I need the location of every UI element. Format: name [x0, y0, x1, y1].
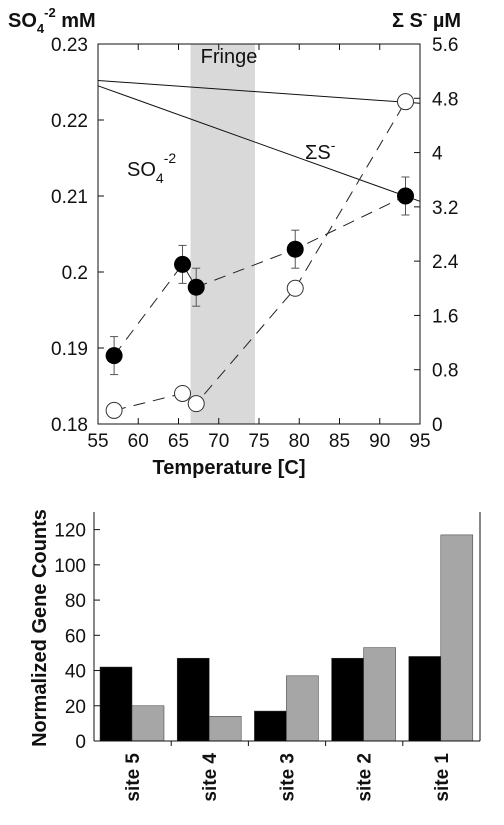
x-tick-label: 65 [168, 431, 189, 452]
bar-site-4-series-2 [208, 716, 242, 742]
so4-point [286, 240, 304, 258]
bar-y-tick-label: 60 [65, 626, 86, 647]
bar-site-3-series-2 [286, 675, 319, 742]
y-right-tick-label: 4.8 [432, 89, 458, 110]
bar-y-tick-label: 40 [65, 662, 86, 683]
category-label: site 4 [200, 753, 221, 802]
y-right-tick-label: 4 [432, 144, 443, 165]
category-label: site 3 [277, 753, 298, 802]
x-tick-label: 80 [289, 431, 310, 452]
bar-y-tick-label: 120 [54, 521, 86, 542]
category-label: site 1 [432, 753, 453, 802]
sulfide-series-label: ΣS- [305, 137, 336, 164]
temperature-scatter-chart: 55 60 65 70 75 80 85 90 95 0.18 0.19 0.2 0.21 0.22 0.2… [8, 5, 461, 479]
x-tick-label: 70 [208, 431, 229, 452]
left-axis-title: SO4-2 mM [8, 5, 96, 36]
y-right-tick-label: 5.6 [432, 35, 458, 56]
bar-site-4-series-1 [176, 657, 210, 742]
y-right-tick-label: 0 [432, 415, 443, 436]
y-right-tick-label: 2.4 [432, 252, 459, 273]
right-axis-title: Σ S- µM [392, 6, 461, 32]
x-tick-label: 85 [329, 431, 350, 452]
x-axis-title: Temperature [C] [153, 457, 306, 479]
fringe-band [190, 44, 255, 424]
sulfide-point [105, 401, 123, 419]
sulfide-point [187, 395, 205, 413]
bar-site-5-series-2 [131, 705, 165, 742]
so4-point [187, 278, 205, 296]
category-label: site 5 [123, 753, 144, 802]
bar-site-1-series-2 [440, 534, 474, 742]
bar-y-tick-label: 0 [75, 732, 86, 753]
y-left-tick-label: 0.23 [51, 35, 88, 56]
bar-y-axis-title: Normalized Gene Counts [29, 509, 51, 747]
y-left-tick-label: 0.2 [62, 263, 88, 284]
y-left-tick-label: 0.19 [51, 339, 88, 360]
y-left-tick-label: 0.21 [51, 187, 88, 208]
bar-site-2-series-1 [331, 657, 364, 742]
x-tick-label: 75 [248, 431, 269, 452]
model-line-1 [97, 85, 421, 202]
sulfide-point [286, 279, 304, 297]
y-left-tick-label: 0.18 [51, 415, 88, 436]
sulfide-point [397, 93, 415, 111]
category-label: site 2 [355, 753, 376, 802]
x-tick-label: 90 [369, 431, 390, 452]
bar-y-tick-label: 80 [65, 591, 86, 612]
so4-series-label: SO4-2 [127, 150, 176, 186]
so4-point [174, 255, 192, 273]
x-tick-label: 60 [128, 431, 149, 452]
x-tick-label: 55 [87, 431, 108, 452]
fringe-label: Fringe [201, 46, 258, 68]
y-right-tick-label: 0.8 [432, 361, 458, 382]
bar-y-tick-label: 20 [65, 697, 86, 718]
model-line-2 [97, 79, 421, 104]
bar-site-5-series-1 [99, 666, 133, 742]
bar-site-3-series-1 [254, 710, 287, 742]
bar-site-1-series-1 [408, 656, 442, 742]
sulfide-point [174, 384, 192, 402]
y-right-tick-label: 1.6 [432, 306, 458, 327]
y-right-tick-label: 3.2 [432, 198, 458, 219]
so4-point [105, 347, 123, 365]
bar-y-tick-label: 100 [54, 556, 86, 577]
bar-site-2-series-2 [363, 647, 396, 742]
x-tick-label: 95 [409, 431, 430, 452]
so4-point [397, 187, 415, 205]
y-left-tick-label: 0.22 [51, 111, 88, 132]
